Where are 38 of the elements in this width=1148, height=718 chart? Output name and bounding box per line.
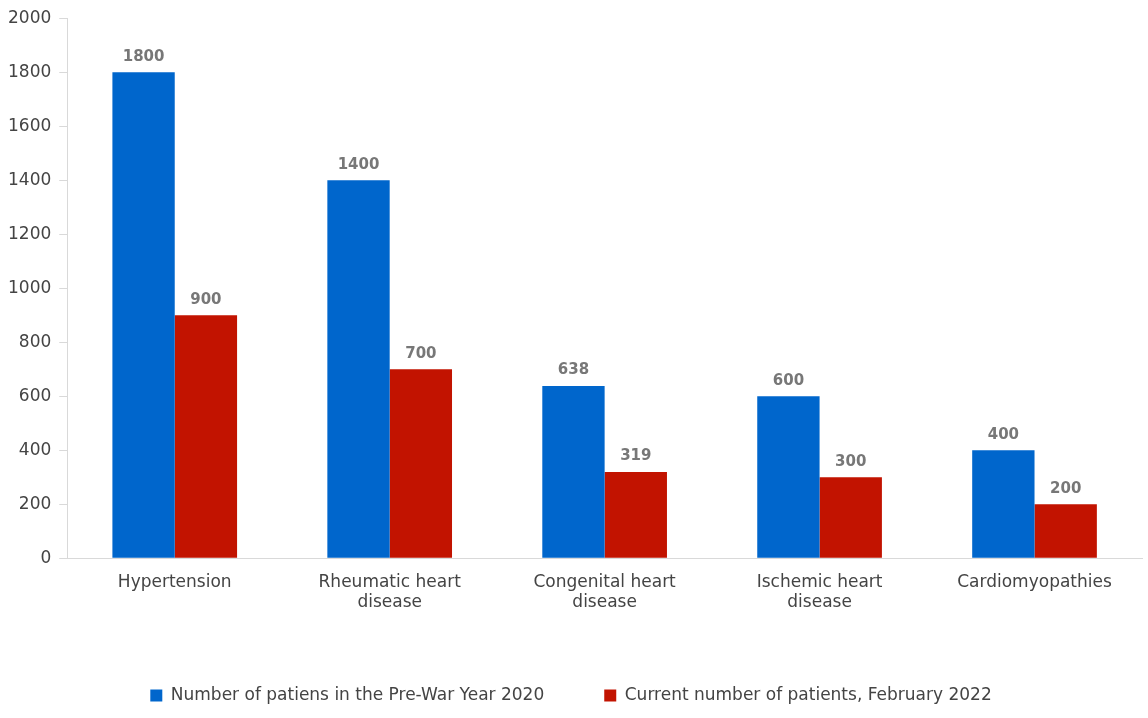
bar [757, 396, 820, 558]
data-label: 1400 [337, 154, 380, 173]
x-tick-label: Hypertension [117, 570, 232, 591]
x-tick-label: Congenital heart disease [533, 570, 677, 612]
data-label: 200 [1050, 478, 1082, 497]
bar [327, 180, 390, 558]
bar [542, 385, 605, 558]
x-tick-label: Cardiomyopathies [957, 570, 1112, 591]
legend-label: Current number of patients, February 2022 [624, 683, 992, 704]
x-tick-label: Rheumatic heart disease [318, 570, 462, 612]
y-tick-label: 0 [40, 546, 52, 567]
bar [174, 315, 238, 558]
legend-label: Number of patiens in the Pre-War Year 2020 [170, 683, 545, 704]
y-tick-label: 2000 [8, 6, 52, 27]
data-label: 400 [987, 424, 1020, 443]
y-tick-label: 1000 [8, 276, 52, 297]
bar [1034, 504, 1097, 558]
y-tick-label: 1200 [8, 222, 52, 243]
y-tick-label: 600 [18, 384, 52, 405]
bar [819, 477, 882, 558]
y-tick-label: 800 [18, 330, 52, 351]
bar [972, 450, 1035, 558]
y-tick-label: 400 [18, 438, 52, 459]
bar [112, 72, 175, 558]
data-label: 638 [557, 360, 590, 379]
data-label: 319 [620, 446, 652, 465]
data-label: 1800 [122, 46, 165, 65]
data-label: 900 [190, 289, 222, 308]
y-tick-label: 1800 [8, 60, 52, 81]
data-label: 300 [835, 451, 867, 470]
data-label: 700 [405, 343, 437, 362]
y-tick-label: 200 [18, 492, 52, 513]
data-label: 600 [772, 370, 805, 389]
bar [389, 369, 453, 558]
x-tick-label: Ischemic heart disease [756, 570, 883, 612]
bar [604, 472, 667, 558]
y-tick-label: 1600 [8, 114, 52, 135]
y-tick-label: 1400 [8, 168, 52, 189]
